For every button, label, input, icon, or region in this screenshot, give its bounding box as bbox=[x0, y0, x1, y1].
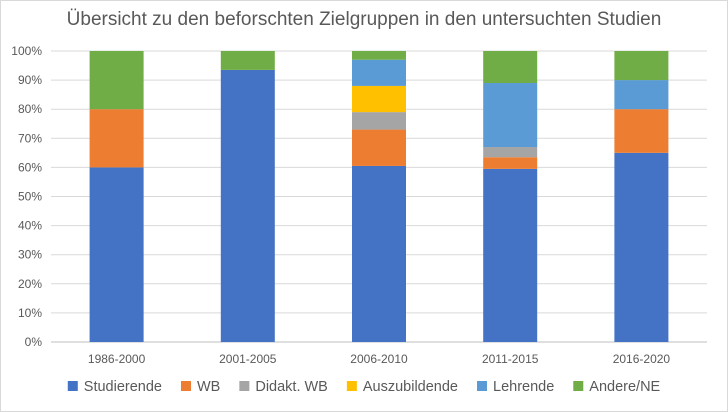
bar-segment-wb bbox=[89, 109, 144, 168]
bar-segment-lehrende bbox=[483, 83, 538, 148]
y-tick-label: 60% bbox=[18, 160, 42, 174]
x-tick-label: 2006-2010 bbox=[350, 352, 408, 366]
bar-segment-didakt-wb bbox=[483, 147, 538, 158]
y-tick-label: 50% bbox=[18, 190, 42, 204]
bar-segment-andere-ne bbox=[352, 51, 406, 60]
y-tick-label: 10% bbox=[18, 306, 42, 320]
y-tick-label: 100% bbox=[11, 44, 42, 58]
y-tick-label: 90% bbox=[18, 73, 42, 87]
y-tick-label: 30% bbox=[18, 248, 42, 262]
bar-segment-didakt-wb bbox=[352, 112, 406, 130]
x-tick-label: 1986-2000 bbox=[88, 352, 146, 366]
legend-swatch bbox=[346, 381, 357, 391]
x-tick-label: 2016-2020 bbox=[613, 352, 671, 366]
y-tick-label: 0% bbox=[25, 335, 43, 349]
legend-swatch bbox=[573, 381, 584, 391]
y-tick-label: 20% bbox=[18, 277, 42, 291]
legend-label: Lehrende bbox=[493, 379, 554, 395]
y-tick-label: 80% bbox=[18, 102, 42, 116]
bar-segment-studierende bbox=[352, 165, 406, 342]
legend-label: Andere/NE bbox=[589, 379, 660, 395]
bar-segment-studierende bbox=[220, 69, 275, 342]
x-tick-label: 2001-2005 bbox=[219, 352, 277, 366]
bar-segment-studierende bbox=[614, 152, 669, 342]
y-tick-label: 40% bbox=[18, 219, 42, 233]
legend-swatch bbox=[477, 381, 487, 391]
bar-segment-andere-ne bbox=[220, 51, 275, 70]
legend-label: Studierende bbox=[84, 379, 162, 395]
bar-segment-wb bbox=[614, 109, 669, 153]
bar-segment-andere-ne bbox=[89, 51, 144, 110]
bar-segment-studierende bbox=[483, 168, 538, 342]
legend-label: Auszubildende bbox=[363, 379, 458, 395]
chart-title: Übersicht zu den beforschten Zielgruppen… bbox=[66, 9, 662, 30]
bar-segment-lehrende bbox=[352, 59, 406, 86]
bar-segment-auszubildende bbox=[352, 85, 406, 113]
bar-segment-wb bbox=[483, 157, 538, 169]
legend-swatch bbox=[67, 381, 78, 391]
y-tick-label: 70% bbox=[18, 131, 42, 145]
bar-segment-andere-ne bbox=[614, 51, 669, 81]
x-tick-label: 2011-2015 bbox=[482, 352, 539, 366]
bar-segment-studierende bbox=[89, 167, 144, 342]
legend-swatch bbox=[180, 381, 191, 391]
bar-segment-wb bbox=[352, 129, 406, 166]
legend-swatch bbox=[239, 381, 250, 391]
legend-label: WB bbox=[197, 379, 220, 395]
bar-segment-lehrende bbox=[614, 80, 669, 110]
legend-label: Didakt. WB bbox=[255, 379, 328, 395]
bar-segment-andere-ne bbox=[483, 51, 538, 84]
